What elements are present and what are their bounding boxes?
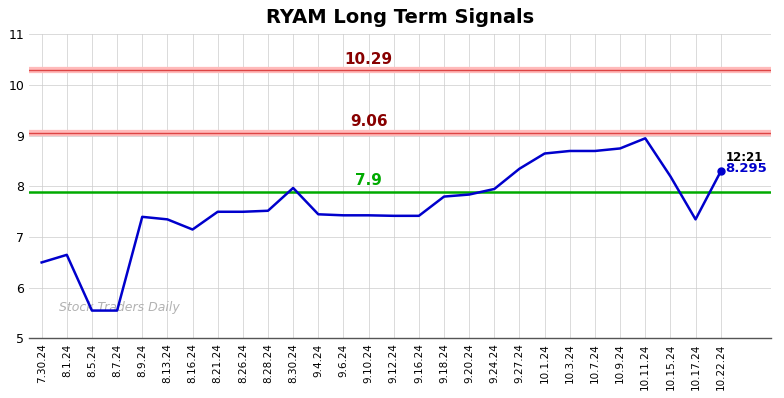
Text: 7.9: 7.9 bbox=[355, 173, 382, 188]
Text: Stock Traders Daily: Stock Traders Daily bbox=[59, 301, 180, 314]
Title: RYAM Long Term Signals: RYAM Long Term Signals bbox=[266, 8, 534, 27]
Text: 8.295: 8.295 bbox=[726, 162, 768, 176]
Text: 12:21: 12:21 bbox=[726, 151, 763, 164]
Text: 10.29: 10.29 bbox=[344, 52, 393, 67]
Text: 9.06: 9.06 bbox=[350, 114, 387, 129]
